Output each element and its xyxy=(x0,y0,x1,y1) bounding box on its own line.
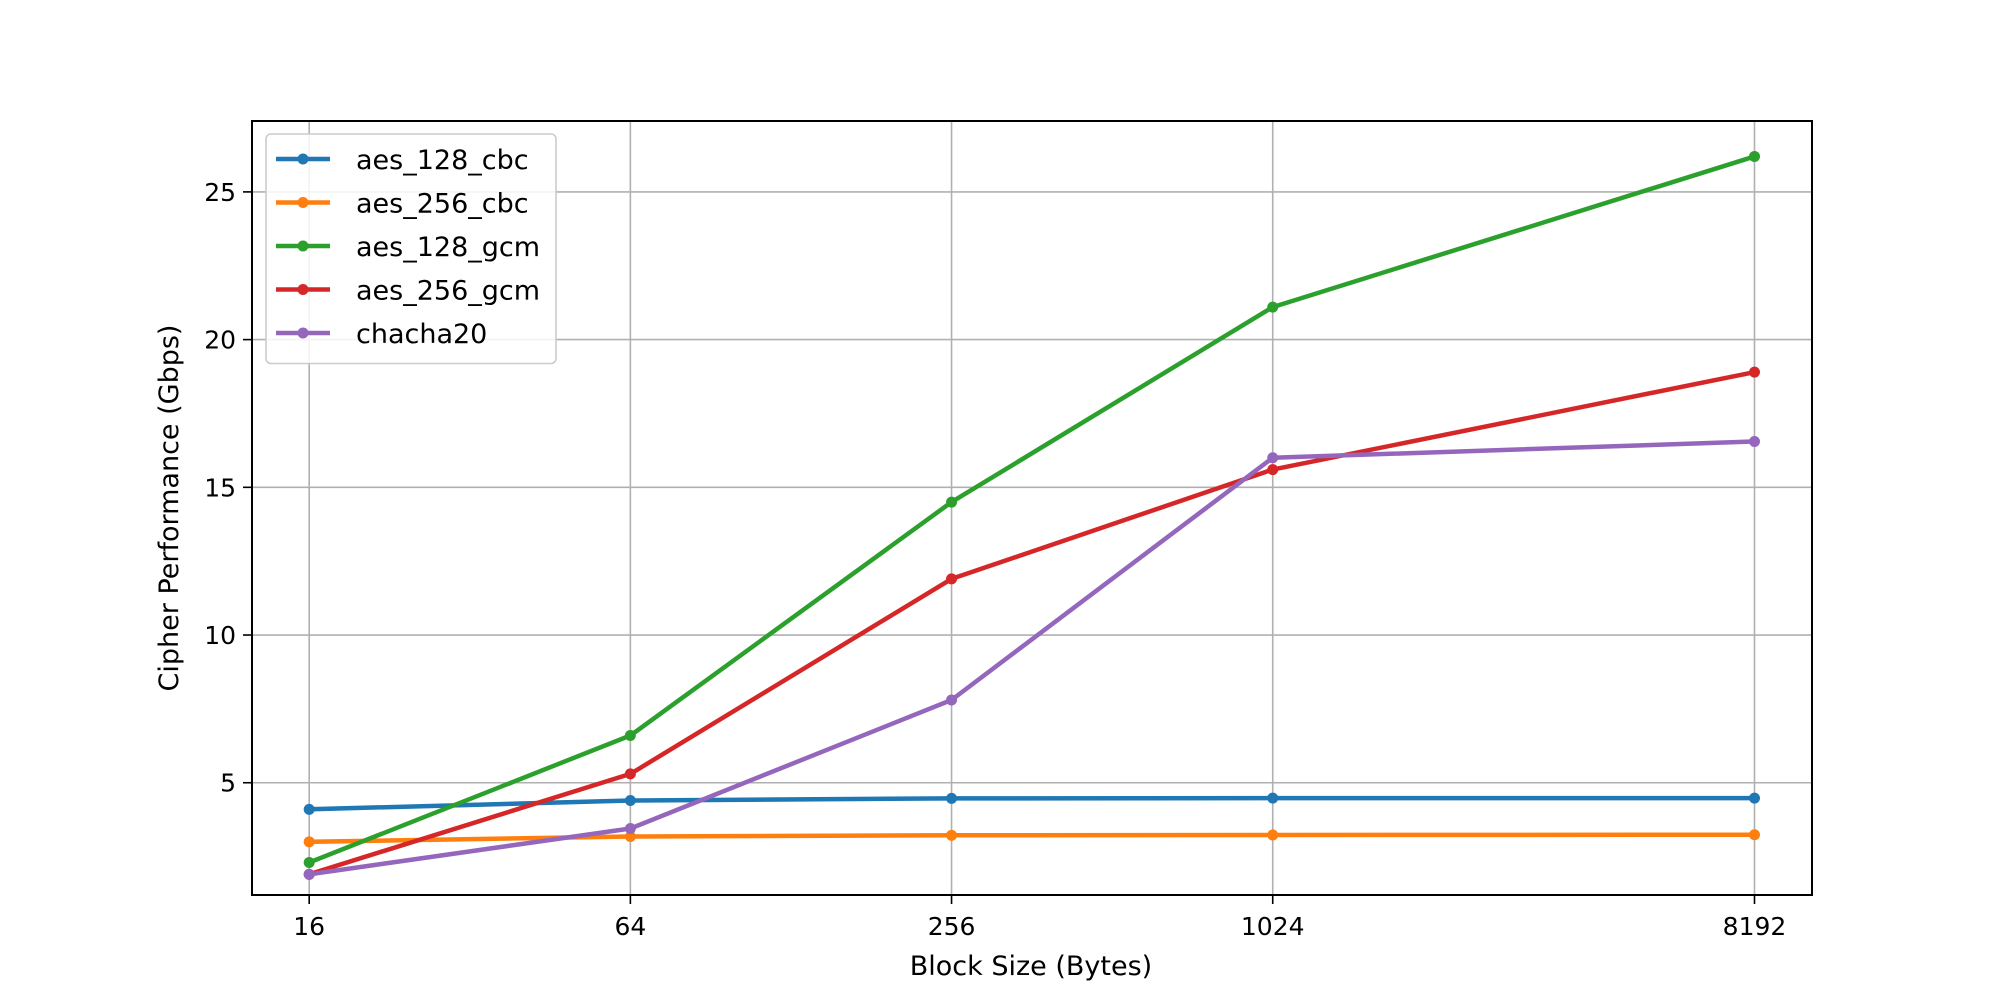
data-point xyxy=(624,768,636,780)
data-point xyxy=(303,868,315,880)
data-point xyxy=(1748,829,1760,841)
data-point xyxy=(1267,301,1279,313)
legend-label: aes_256_cbc xyxy=(356,189,529,220)
x-tick-label: 1024 xyxy=(1241,912,1305,941)
y-tick-label: 5 xyxy=(220,769,236,798)
series-layer xyxy=(303,150,1760,880)
series-aes_256_cbc xyxy=(303,829,1760,848)
legend-swatch-marker xyxy=(297,327,309,339)
legend-label: chacha20 xyxy=(356,319,487,350)
legend-item: aes_128_gcm xyxy=(276,232,540,263)
legend-box xyxy=(265,133,557,365)
data-point xyxy=(946,496,958,508)
plot-area-frame xyxy=(251,120,1813,896)
data-point xyxy=(1748,150,1760,162)
x-tick-label: 64 xyxy=(614,912,646,941)
series-line xyxy=(306,832,1757,845)
data-point xyxy=(624,823,636,835)
data-point xyxy=(1748,436,1760,448)
legend-item: aes_256_cbc xyxy=(276,189,529,220)
data-point xyxy=(1267,792,1279,804)
data-point xyxy=(1748,366,1760,378)
data-point xyxy=(1267,452,1279,464)
legend-swatch-marker xyxy=(297,240,309,252)
data-point xyxy=(624,794,636,806)
x-axis-label: Block Size (Bytes) xyxy=(910,951,1152,982)
series-aes_128_gcm xyxy=(303,150,1760,869)
y-tick-label: 15 xyxy=(204,473,236,502)
data-point xyxy=(303,857,315,869)
data-point xyxy=(303,836,315,848)
data-point xyxy=(946,829,958,841)
legend-item: aes_256_gcm xyxy=(276,276,540,307)
legend-item: aes_128_cbc xyxy=(276,145,529,176)
series-line xyxy=(306,439,1757,877)
legend-swatch-marker xyxy=(297,284,309,295)
data-point xyxy=(946,573,958,585)
legend-label: aes_256_gcm xyxy=(356,276,540,307)
legend-item: chacha20 xyxy=(276,319,487,350)
data-point xyxy=(946,792,958,804)
y-axis-label: Cipher Performance (Gbps) xyxy=(154,325,185,692)
legend-swatch-marker xyxy=(297,153,309,165)
series-chacha20 xyxy=(303,436,1760,880)
series-aes_256_gcm xyxy=(303,366,1760,880)
data-point xyxy=(946,694,958,706)
x-axis-ticks: 16 64 256 1024 8192 xyxy=(293,895,1786,941)
legend-label: aes_128_gcm xyxy=(356,232,540,263)
y-tick-label: 10 xyxy=(204,621,236,650)
y-tick-label: 25 xyxy=(204,178,236,207)
y-axis-ticks: 5 10 15 20 25 xyxy=(204,178,252,798)
legend-label: aes_128_cbc xyxy=(356,145,529,176)
legend: aes_128_cbc aes_256_cbc aes_128_gcm aes_256… xyxy=(265,133,557,365)
data-point xyxy=(1267,829,1279,841)
x-tick-label: 256 xyxy=(928,912,976,941)
series-aes_128_cbc xyxy=(303,792,1760,815)
data-point xyxy=(1267,464,1279,476)
x-tick-label: 8192 xyxy=(1723,912,1787,941)
data-point xyxy=(624,729,636,741)
data-point xyxy=(624,831,636,843)
x-tick-label: 16 xyxy=(293,912,325,941)
y-tick-label: 20 xyxy=(204,326,236,355)
legend-swatch-marker xyxy=(297,197,309,208)
data-point xyxy=(1748,792,1760,804)
data-point xyxy=(303,803,315,815)
